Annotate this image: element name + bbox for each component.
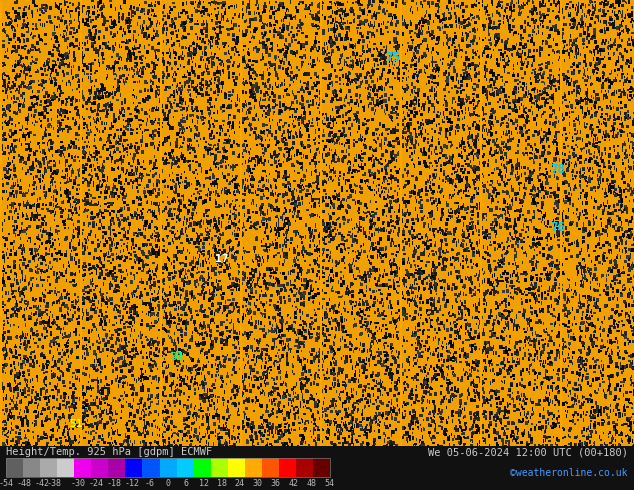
Text: 48: 48 — [307, 479, 317, 488]
Bar — [6, 458, 330, 477]
Text: -54: -54 — [0, 479, 14, 488]
Bar — [228, 458, 245, 477]
Text: 75: 75 — [385, 51, 401, 65]
Text: 42: 42 — [288, 479, 299, 488]
Text: -48: -48 — [17, 479, 32, 488]
Text: ©weatheronline.co.uk: ©weatheronline.co.uk — [510, 468, 628, 478]
Text: 6: 6 — [183, 479, 188, 488]
Text: 76: 76 — [550, 221, 566, 234]
Bar — [74, 458, 91, 477]
Text: -18: -18 — [107, 479, 122, 488]
Bar — [313, 458, 330, 477]
Bar — [160, 458, 176, 477]
Text: 24: 24 — [235, 479, 245, 488]
Bar — [6, 458, 23, 477]
Text: -6: -6 — [145, 479, 155, 488]
Text: 36: 36 — [271, 479, 281, 488]
Text: 18: 18 — [217, 479, 227, 488]
Bar — [193, 458, 210, 477]
Text: -30: -30 — [71, 479, 86, 488]
Text: -42: -42 — [35, 479, 49, 488]
Bar — [143, 458, 160, 477]
Text: -38: -38 — [47, 479, 61, 488]
Text: 17: 17 — [215, 254, 229, 264]
Text: 51: 51 — [69, 418, 83, 429]
Text: Height/Temp. 925 hPa [gdpm] ECMWF: Height/Temp. 925 hPa [gdpm] ECMWF — [6, 447, 212, 457]
Text: 78: 78 — [550, 163, 566, 176]
Text: 54: 54 — [325, 479, 335, 488]
Text: -12: -12 — [125, 479, 139, 488]
Bar — [91, 458, 108, 477]
Bar — [41, 458, 58, 477]
Bar — [245, 458, 262, 477]
Bar — [126, 458, 143, 477]
Text: 0: 0 — [165, 479, 171, 488]
Bar — [295, 458, 313, 477]
Bar — [108, 458, 126, 477]
Text: 12: 12 — [199, 479, 209, 488]
Bar — [278, 458, 295, 477]
Bar — [23, 458, 41, 477]
Bar — [262, 458, 278, 477]
Text: 31: 31 — [171, 352, 184, 362]
Text: We 05-06-2024 12:00 UTC (00+180): We 05-06-2024 12:00 UTC (00+180) — [428, 447, 628, 457]
Text: 30: 30 — [253, 479, 263, 488]
Bar — [210, 458, 228, 477]
Text: -24: -24 — [89, 479, 103, 488]
Bar — [176, 458, 193, 477]
Bar — [58, 458, 74, 477]
